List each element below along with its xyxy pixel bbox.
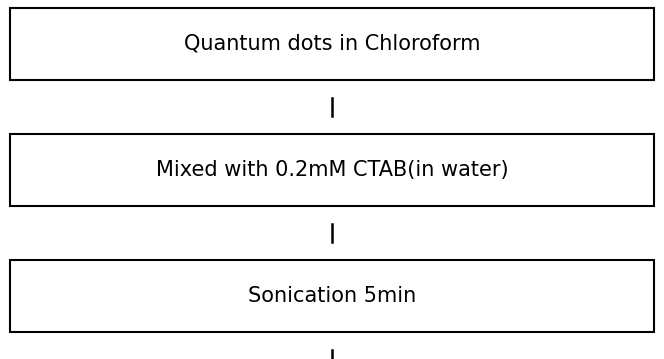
Bar — [10, 134, 654, 206]
Text: Sonication 5min: Sonication 5min — [248, 286, 416, 306]
Bar — [10, 8, 654, 80]
Text: Quantum dots in Chloroform: Quantum dots in Chloroform — [184, 34, 480, 54]
Bar — [10, 260, 654, 332]
Text: Mixed with 0.2mM CTAB(in water): Mixed with 0.2mM CTAB(in water) — [155, 160, 509, 180]
